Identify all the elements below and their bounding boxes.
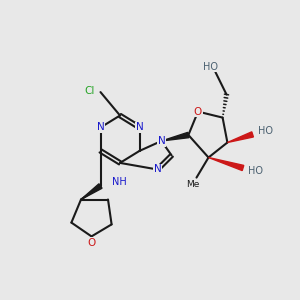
Text: N: N xyxy=(154,164,161,175)
Text: Me: Me xyxy=(186,180,200,189)
Polygon shape xyxy=(81,184,102,200)
Text: NH: NH xyxy=(112,177,127,188)
Text: O: O xyxy=(194,106,202,117)
Text: O: O xyxy=(87,238,96,248)
Text: HO: HO xyxy=(203,61,218,72)
Text: N: N xyxy=(136,122,143,133)
Text: N: N xyxy=(97,122,104,133)
Text: Cl: Cl xyxy=(85,85,95,96)
Text: HO: HO xyxy=(248,166,263,176)
Polygon shape xyxy=(208,158,244,171)
Text: HO: HO xyxy=(258,126,273,136)
Polygon shape xyxy=(227,132,254,142)
Polygon shape xyxy=(161,132,189,141)
Text: N: N xyxy=(158,136,165,146)
